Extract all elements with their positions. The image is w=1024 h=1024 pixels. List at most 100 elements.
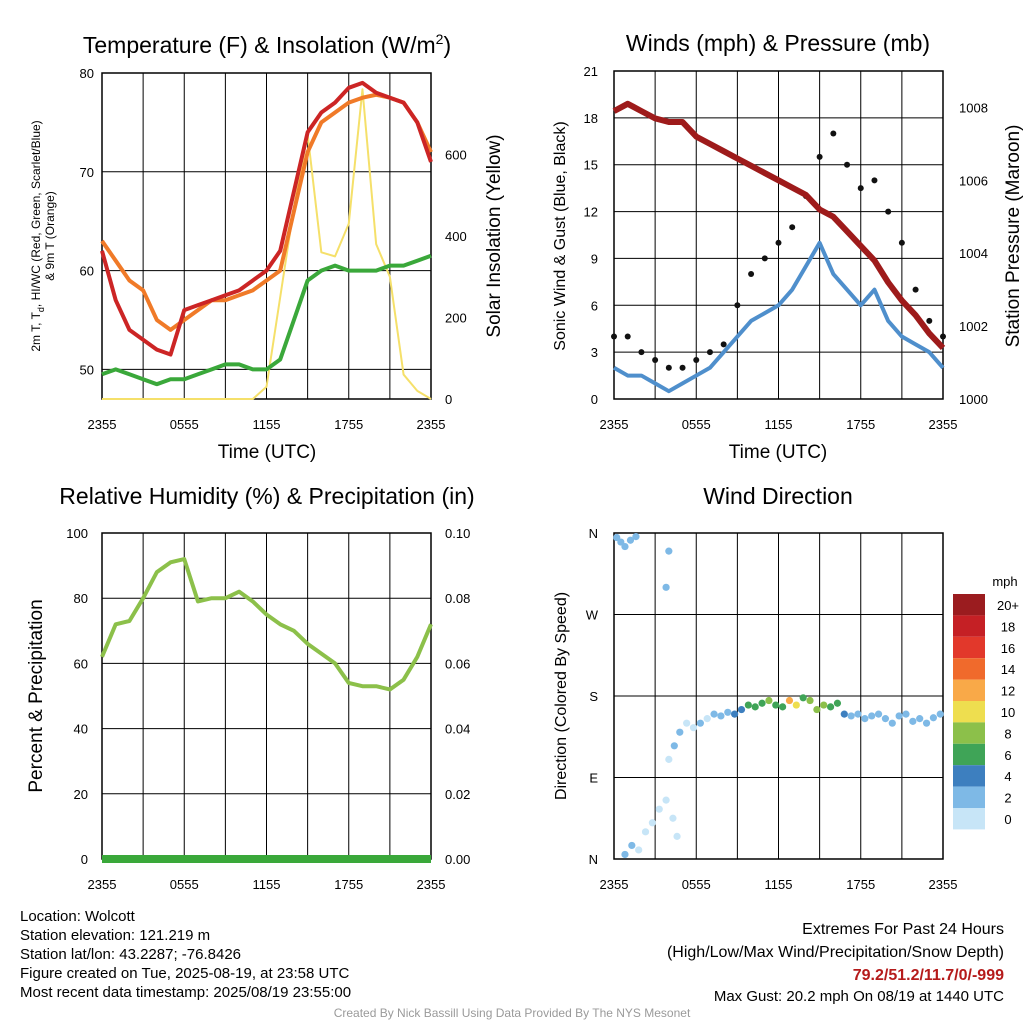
extremes-title: Extremes For Past 24 Hours (802, 921, 1004, 938)
legend-swatch (953, 722, 985, 744)
direction-point (641, 828, 650, 836)
created-text: Figure created on Tue, 2025-08-19, at 23… (20, 965, 350, 982)
legend-label: 0 (1004, 812, 1011, 827)
legend-swatch (953, 636, 985, 659)
x-tick-label: 0555 (170, 877, 199, 892)
x-tick-label: 1755 (334, 417, 363, 432)
direction-point (847, 712, 855, 720)
legend-label: 4 (1004, 769, 1011, 784)
y-tick-label-right: 0.06 (445, 656, 470, 671)
direction-point (737, 705, 746, 714)
direction-point (710, 710, 718, 718)
direction-point (696, 719, 704, 727)
y-tick-label-right: 200 (445, 311, 467, 326)
y-tick-label: 21 (584, 64, 598, 79)
gust-point (706, 349, 713, 356)
direction-point (626, 536, 635, 544)
x-tick-label: 2355 (929, 417, 958, 432)
gust-point (926, 317, 933, 324)
legend-swatch (953, 743, 985, 766)
x-tick-label: 1155 (253, 417, 281, 432)
direction-point (662, 796, 670, 804)
direction-point (635, 846, 643, 854)
direction-point (785, 696, 794, 705)
x-tick-label: 1155 (765, 417, 793, 432)
recent-data-text: Most recent data timestamp: 2025/08/19 2… (20, 984, 352, 1001)
gust-point (871, 177, 878, 184)
direction-point (731, 710, 739, 718)
direction-point (655, 805, 663, 813)
gust-point (624, 333, 631, 340)
gust-point (830, 130, 837, 137)
y-tick-label-right: 0.10 (445, 526, 470, 541)
y-tick-label-right: 0.08 (445, 591, 470, 606)
x-tick-label: 2355 (600, 417, 629, 432)
gust-point (665, 364, 672, 371)
y-tick-label-right: 0 (445, 392, 452, 407)
direction-point (724, 708, 732, 716)
series-line (102, 88, 432, 400)
direction-panel-title: Wind Direction (703, 483, 853, 509)
gust-point (748, 271, 755, 278)
direction-point (833, 699, 842, 707)
x-tick-label: 0555 (682, 877, 711, 892)
wind-grid (614, 70, 943, 400)
direction-point (909, 717, 917, 725)
x-tick-label: 1755 (334, 877, 363, 892)
station-info: Location: Wolcott Station elevation: 121… (20, 907, 351, 1002)
gust-point (940, 333, 946, 340)
direction-point (648, 819, 656, 827)
direction-panel: Wind Direction 2355 0555 1155 1755 2355 N E S W… (553, 483, 1019, 892)
direction-point (806, 696, 814, 705)
y-tick-label: 60 (80, 264, 94, 279)
humidity-y-label: Percent & Precipitation (26, 599, 47, 792)
direction-point (751, 703, 759, 711)
direction-left-ticks: N E S W N (586, 526, 599, 867)
x-tick-label: 1155 (253, 877, 281, 892)
y-tick-label: N (589, 526, 598, 541)
legend-swatch (953, 679, 985, 701)
humidity-left-ticks: 0 20 40 60 80 100 (66, 526, 88, 867)
direction-point (765, 696, 773, 705)
direction-point (676, 728, 684, 736)
x-tick-label: 2355 (417, 877, 446, 892)
y-tick-label: E (589, 771, 598, 786)
extremes-values: 79.2/51.2/11.7/0/-999 (852, 967, 1004, 984)
y-tick-label-right: 1004 (959, 246, 988, 261)
humidity-panel: Relative Humidity (%) & Precipitation (i… (26, 483, 475, 892)
y-tick-label-right: 400 (445, 229, 467, 244)
y-tick-label-right: 0.04 (445, 722, 470, 737)
direction-point (888, 719, 896, 727)
y-tick-label-right: 0.00 (445, 852, 470, 867)
x-tick-label: 1755 (846, 417, 875, 432)
y-tick-label: 70 (80, 165, 94, 180)
y-tick-label: 0 (591, 392, 598, 407)
y-tick-label-right: 1000 (959, 392, 988, 407)
legend-swatch (953, 808, 985, 830)
gust-point (789, 224, 796, 231)
y-tick-label-right: 0.02 (445, 787, 470, 802)
direction-point (670, 742, 678, 750)
direction-point (792, 701, 800, 709)
legend-swatch (953, 594, 985, 616)
y-tick-label: 9 (591, 251, 598, 266)
direction-grid (614, 533, 943, 859)
legend-label: 16 (1001, 641, 1015, 656)
gust-point (652, 356, 659, 363)
y-tick-label: 6 (591, 298, 598, 313)
direction-point (813, 705, 821, 714)
legend-label: 8 (1004, 726, 1011, 741)
temperature-x-ticks: 2355 0555 1155 1755 2355 (88, 417, 446, 432)
direction-point (772, 701, 780, 709)
wind-panel: Winds (mph) & Pressure (mb) 2355 0555 1155… (552, 30, 1024, 463)
direction-x-ticks: 2355 0555 1155 1755 2355 (600, 877, 958, 892)
x-tick-label: 0555 (682, 417, 711, 432)
x-tick-label: 2355 (417, 417, 446, 432)
direction-point (922, 719, 931, 727)
legend-label: 18 (1001, 619, 1015, 634)
wind-panel-title: Winds (mph) & Pressure (mb) (626, 30, 930, 56)
humidity-x-ticks: 2355 0555 1155 1755 2355 (88, 877, 446, 892)
direction-point (936, 710, 944, 718)
wind-left-ticks: 0 3 6 9 12 15 18 21 (584, 64, 598, 407)
direction-series (613, 533, 944, 859)
